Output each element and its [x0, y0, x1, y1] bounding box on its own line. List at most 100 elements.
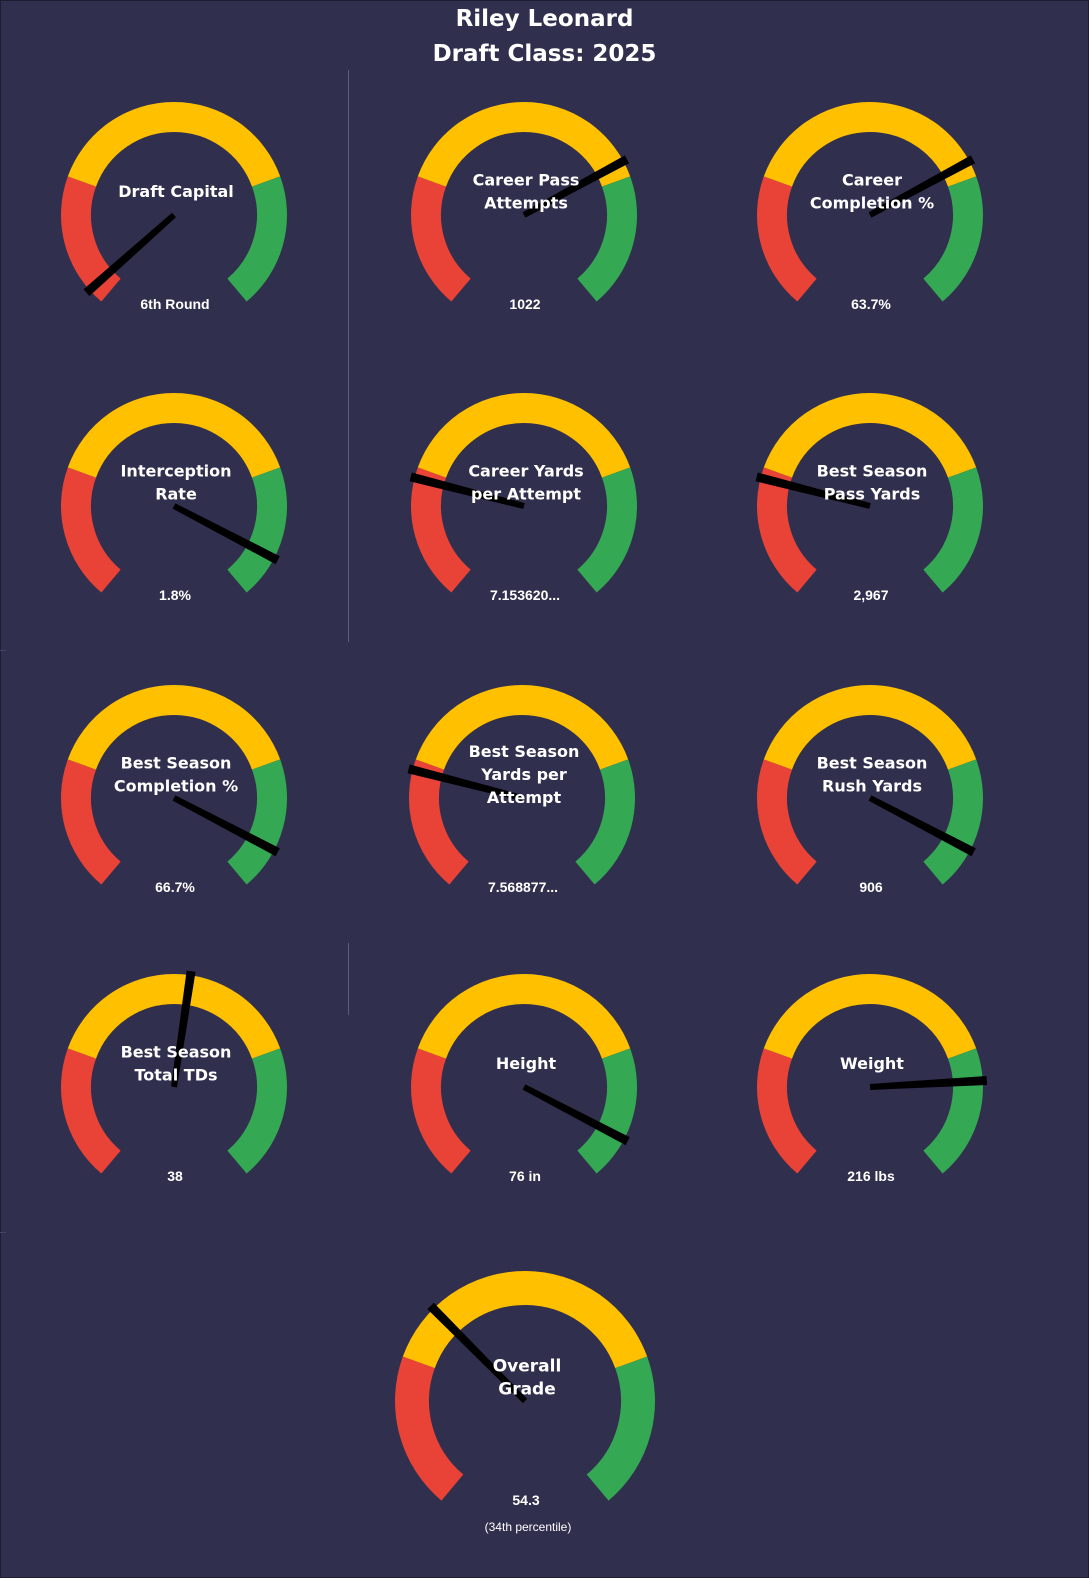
- gauge-high-band: [922, 1048, 983, 1174]
- gauge-value-label: 66.7%: [155, 879, 195, 895]
- gauge-title: Attempts: [484, 194, 568, 213]
- gauge-title: per Attempt: [471, 485, 581, 504]
- gauge-title: Height: [496, 1054, 557, 1073]
- gauge-low-band: [757, 467, 818, 593]
- gauge-high-band: [226, 467, 287, 593]
- gauge-title: Completion %: [810, 194, 934, 213]
- gauge-high-band: [922, 176, 983, 302]
- gauge-high-band: [226, 1048, 287, 1174]
- gauge-needle: [172, 795, 280, 857]
- gauge-career-yards-per-attempt: Career Yards per Attempt 7.153620...: [409, 393, 637, 603]
- player-name: Riley Leonard: [455, 6, 634, 32]
- gauge-title: Best Season: [817, 754, 928, 773]
- gauge-needle: [171, 970, 196, 1088]
- gauge-best-season-pass-yards: Best Season Pass Yards 2,967: [755, 393, 983, 603]
- gauge-title: Completion %: [114, 777, 238, 796]
- gauge-interception-rate: Interception Rate 1.8%: [61, 393, 287, 603]
- gauge-value-label: 7.568877...: [488, 879, 558, 895]
- gauge-low-band: [411, 176, 472, 302]
- gauge-low-band: [61, 1048, 122, 1174]
- gauge-mid-band: [763, 685, 977, 770]
- gauge-weight: Weight 216 lbs: [757, 974, 988, 1184]
- gauge-mid-band: [67, 685, 281, 770]
- gauge-low-band: [409, 759, 470, 885]
- gauge-mid-band: [417, 102, 631, 187]
- gauge-high-band: [226, 176, 287, 302]
- gauge-value-label: 6th Round: [140, 296, 209, 312]
- gauge-career-completion: Career Completion % 63.7%: [757, 102, 983, 312]
- gauge-sub-label: (34th percentile): [485, 1520, 572, 1534]
- gauge-high-band: [922, 759, 983, 885]
- gauge-height: Height 76 in: [411, 974, 637, 1184]
- gauge-low-band: [61, 759, 122, 885]
- gauge-title: Best Season: [469, 742, 580, 761]
- gauge-needle: [868, 155, 976, 218]
- gauge-title: Total TDs: [135, 1066, 218, 1085]
- gauge-best-season-completion: Best Season Completion % 66.7%: [61, 685, 287, 895]
- gauge-high-band: [922, 467, 983, 593]
- gauge-high-band: [574, 759, 635, 885]
- gauge-needle: [409, 472, 525, 509]
- gauge-value-label: 54.3: [512, 1492, 539, 1508]
- gauge-title: Career Yards: [468, 462, 583, 481]
- gauge-high-band: [576, 467, 637, 593]
- gauge-value-label: 2,967: [853, 587, 888, 603]
- gauge-title: Yards per: [480, 765, 567, 784]
- gauge-value-label: 906: [859, 879, 883, 895]
- gauge-low-band: [411, 467, 472, 593]
- gauge-high-band: [586, 1356, 655, 1501]
- gauge-low-band: [757, 1048, 818, 1174]
- gauge-title: Weight: [840, 1054, 904, 1073]
- gauge-mid-band: [402, 1270, 648, 1369]
- divider-bottom: [348, 943, 349, 1015]
- gauge-mid-band: [67, 102, 281, 187]
- gauge-value-label: 38: [167, 1168, 183, 1184]
- gauge-mid-band: [417, 393, 631, 478]
- gauge-best-season-ypa: Best Season Yards per Attempt 7.568877...: [407, 685, 635, 895]
- gauge-mid-band: [763, 102, 977, 187]
- gauge-mid-band: [763, 974, 977, 1059]
- gauge-low-band: [61, 467, 122, 593]
- gauge-title: Draft Capital: [118, 182, 234, 201]
- gauge-high-band: [226, 759, 287, 885]
- gauge-title: Grade: [498, 1380, 556, 1400]
- gauge-title: Rate: [155, 485, 197, 504]
- gauge-title: Rush Yards: [822, 777, 922, 796]
- divider-top: [348, 70, 349, 642]
- gauge-value-label: 1022: [509, 296, 540, 312]
- gauge-high-band: [576, 1048, 637, 1174]
- gauge-value-label: 1.8%: [159, 587, 191, 603]
- gauge-mid-band: [763, 393, 977, 478]
- draft-class: Draft Class: 2025: [432, 41, 657, 67]
- gauge-needle: [868, 795, 976, 857]
- gauge-value-label: 76 in: [509, 1168, 541, 1184]
- gauge-needle: [869, 1075, 988, 1090]
- gauge-low-band: [757, 176, 818, 302]
- gauge-best-season-total-tds: Best Season Total TDs 38: [61, 970, 287, 1184]
- divider-row-2: [0, 1232, 6, 1233]
- gauge-needle: [407, 764, 523, 801]
- gauge-title: Best Season: [817, 462, 928, 481]
- gauge-mid-band: [415, 685, 629, 770]
- gauge-mid-band: [417, 974, 631, 1059]
- gauge-mid-band: [67, 974, 281, 1059]
- gauge-title: Attempt: [487, 788, 562, 807]
- gauge-value-label: 63.7%: [851, 296, 891, 312]
- gauge-needle: [427, 1302, 528, 1404]
- gauge-draft-capital: Draft Capital 6th Round: [61, 102, 287, 312]
- gauge-value-label: 7.153620...: [490, 587, 560, 603]
- gauge-best-season-rush-yards: Best Season Rush Yards 906: [757, 685, 983, 895]
- gauge-needle: [172, 503, 280, 565]
- gauge-title: Interception: [120, 462, 231, 481]
- gauge-needle: [522, 1084, 630, 1146]
- gauge-low-band: [395, 1356, 464, 1501]
- gauge-value-label: 216 lbs: [847, 1168, 895, 1184]
- gauge-high-band: [576, 176, 637, 302]
- gauge-needle: [522, 155, 630, 218]
- gauge-title: Career Pass: [473, 171, 580, 190]
- gauge-title: Pass Yards: [824, 485, 921, 504]
- gauge-needle: [83, 212, 176, 297]
- gauge-overall-grade: Overall Grade 54.3 (34th percentile): [395, 1270, 655, 1534]
- gauge-needle: [755, 472, 871, 509]
